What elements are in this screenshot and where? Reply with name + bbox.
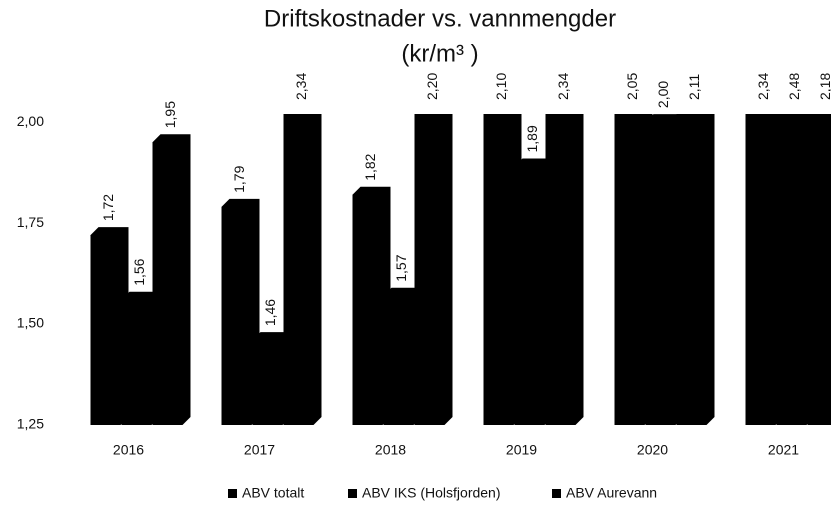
value-label: 2,11 [686, 74, 702, 100]
bar [483, 114, 522, 425]
bar [283, 114, 322, 425]
value-label: 1,89 [524, 125, 540, 152]
x-tick-label: 2018 [375, 442, 406, 458]
value-label: 2,00 [655, 81, 671, 108]
value-label: 2,34 [555, 73, 571, 100]
value-label: 2,34 [755, 73, 771, 100]
chart-title: Driftskostnader vs. vannmengder [264, 5, 616, 32]
value-label: 1,46 [262, 299, 278, 326]
bar [807, 114, 831, 425]
y-tick-label: 1,75 [17, 214, 44, 230]
x-tick-label: 2017 [244, 442, 275, 458]
value-label: 1,95 [162, 101, 178, 128]
legend-label: ABV totalt [242, 485, 304, 501]
value-label: 2,10 [493, 73, 509, 100]
y-tick-label: 1,25 [17, 416, 44, 432]
value-label: 2,48 [786, 73, 802, 100]
value-label: 1,72 [100, 194, 116, 221]
bar [352, 186, 391, 425]
legend-label: ABV Aurevann [566, 485, 657, 501]
bar [745, 114, 784, 425]
bar [514, 158, 553, 425]
x-tick-label: 2020 [637, 442, 668, 458]
bar [90, 227, 129, 425]
y-tick-label: 2,00 [17, 113, 44, 129]
bar [383, 287, 422, 425]
bar [414, 114, 453, 425]
plot-area [90, 114, 831, 426]
bar [645, 114, 684, 426]
bar [121, 291, 160, 425]
value-label: 2,20 [424, 73, 440, 100]
value-label: 1,82 [362, 153, 378, 180]
x-tick-label: 2021 [768, 442, 799, 458]
bar [252, 332, 291, 425]
bar [221, 198, 260, 425]
y-tick-label: 1,50 [17, 315, 44, 331]
value-label: 1,56 [131, 258, 147, 285]
bar [676, 114, 715, 425]
legend-swatch [348, 489, 357, 498]
x-tick-label: 2019 [506, 442, 537, 458]
bar [614, 114, 653, 425]
legend-label: ABV IKS (Holsfjorden) [362, 485, 501, 501]
value-label: 2,34 [293, 73, 309, 100]
legend-swatch [552, 489, 561, 498]
x-tick-label: 2016 [113, 442, 144, 458]
value-label: 2,05 [624, 73, 640, 100]
legend-swatch [228, 489, 237, 498]
value-label: 1,57 [393, 254, 409, 281]
bar [152, 134, 191, 426]
value-label: 2,18 [817, 73, 831, 100]
value-label: 1,79 [231, 165, 247, 192]
bar [545, 114, 584, 425]
chart-subtitle: (kr/m³ ) [401, 40, 478, 67]
bar [776, 114, 815, 425]
